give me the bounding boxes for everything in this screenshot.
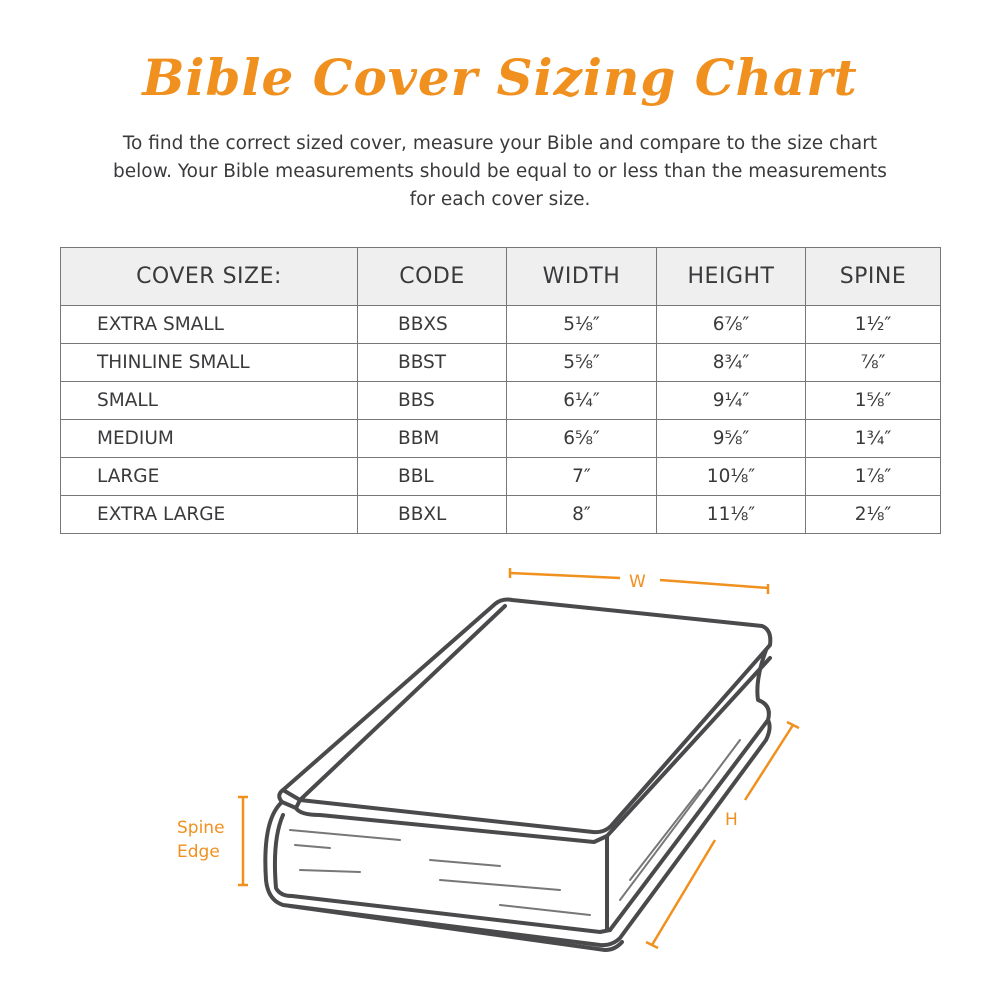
cell-code: BBXL <box>357 495 507 534</box>
cell-spine: 1¾″ <box>805 419 941 458</box>
header-cover-size: COVER SIZE: <box>60 247 358 306</box>
cell-height: 6⅞″ <box>656 305 806 344</box>
header-width: WIDTH <box>506 247 657 306</box>
cell-height: 10⅛″ <box>656 457 806 496</box>
cell-code: BBS <box>357 381 507 420</box>
cell-cover-size: MEDIUM <box>60 419 358 458</box>
header-code: CODE <box>357 247 507 306</box>
spine-label-line2: Edge <box>177 842 220 862</box>
cell-code: BBXS <box>357 305 507 344</box>
table-row: THINLINE SMALL BBST 5⅝″ 8¾″ ⅞″ <box>60 343 941 382</box>
cell-code: BBM <box>357 419 507 458</box>
header-spine: SPINE <box>805 247 941 306</box>
table-row: MEDIUM BBM 6⅝″ 9⅝″ 1¾″ <box>60 419 941 458</box>
cell-width: 5⅝″ <box>506 343 657 382</box>
width-label: W <box>629 572 646 592</box>
cell-cover-size: EXTRA LARGE <box>60 495 358 534</box>
cell-cover-size: THINLINE SMALL <box>60 343 358 382</box>
table-row: LARGE BBL 7″ 10⅛″ 1⅞″ <box>60 457 941 496</box>
table-row: EXTRA SMALL BBXS 5⅛″ 6⅞″ 1½″ <box>60 305 941 344</box>
cell-code: BBST <box>357 343 507 382</box>
cell-spine: 2⅛″ <box>805 495 941 534</box>
height-dimension-line <box>645 720 800 950</box>
cell-height: 11⅛″ <box>656 495 806 534</box>
cell-spine: ⅞″ <box>805 343 941 382</box>
header-height: HEIGHT <box>656 247 806 306</box>
table-row: EXTRA LARGE BBXL 8″ 11⅛″ 2⅛″ <box>60 495 941 534</box>
size-table: COVER SIZE: CODE WIDTH HEIGHT SPINE EXTR… <box>60 247 941 534</box>
width-dimension-line <box>508 568 770 594</box>
page-title: Bible Cover Sizing Chart <box>142 48 858 107</box>
table-row: SMALL BBS 6¼″ 9¼″ 1⅝″ <box>60 381 941 420</box>
height-label: H <box>725 810 738 830</box>
cell-spine: 1½″ <box>805 305 941 344</box>
cell-cover-size: SMALL <box>60 381 358 420</box>
spine-label-line1: Spine <box>177 818 225 838</box>
cell-spine: 1⅝″ <box>805 381 941 420</box>
cell-cover-size: LARGE <box>60 457 358 496</box>
cell-width: 8″ <box>506 495 657 534</box>
table-header-row: COVER SIZE: CODE WIDTH HEIGHT SPINE <box>60 247 941 306</box>
book-illustration <box>263 597 773 952</box>
spine-dimension-line <box>238 795 248 887</box>
intro-text: To find the correct sized cover, measure… <box>113 133 887 210</box>
dimension-markers <box>238 568 800 950</box>
